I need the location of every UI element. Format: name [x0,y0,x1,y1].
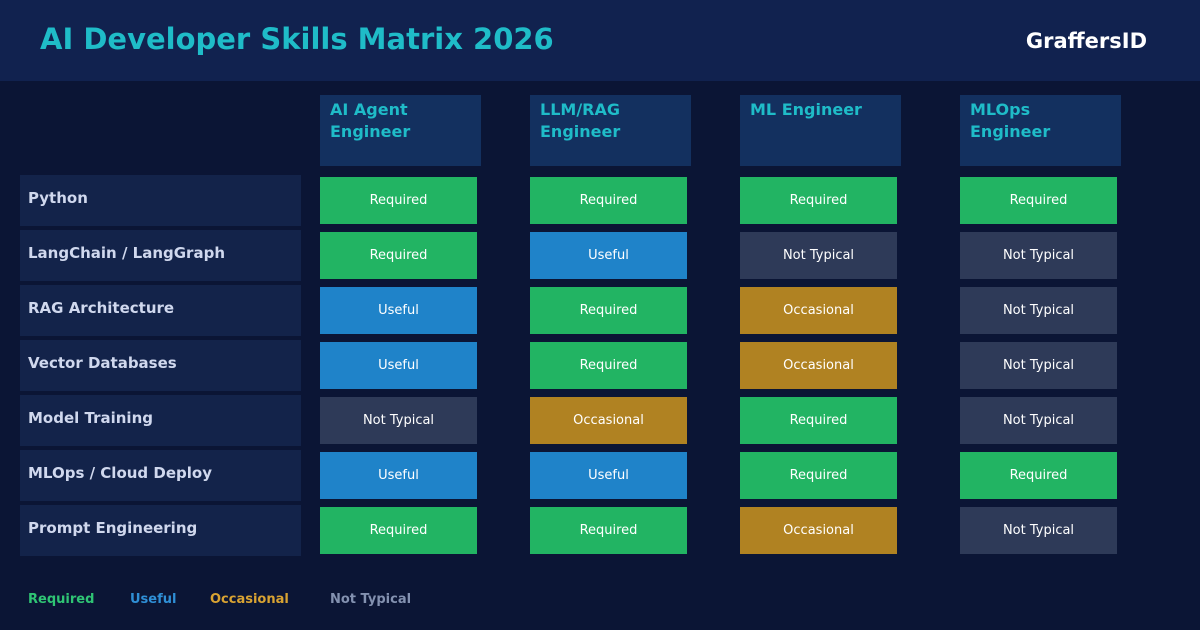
column-header: LLM/RAG Engineer [530,95,691,166]
row-label: Model Training [20,395,301,446]
skill-cell: Required [530,287,687,334]
skill-cell: Not Typical [960,397,1117,444]
skill-cell: Required [530,507,687,554]
skill-cell: Useful [530,232,687,279]
skill-cell: Not Typical [960,342,1117,389]
skill-cell: Required [320,232,477,279]
skill-cell: Occasional [530,397,687,444]
skill-cell: Useful [320,342,477,389]
row-label: LangChain / LangGraph [20,230,301,281]
row-label: Prompt Engineering [20,505,301,556]
skill-cell: Required [320,177,477,224]
row-label: Python [20,175,301,226]
skill-cell: Useful [530,452,687,499]
skill-cell: Occasional [740,507,897,554]
skill-cell: Required [740,177,897,224]
skill-cell: Not Typical [960,507,1117,554]
skill-cell: Occasional [740,287,897,334]
legend-item: Occasional [210,592,289,607]
column-header: AI Agent Engineer [320,95,481,166]
row-label: MLOps / Cloud Deploy [20,450,301,501]
legend-item: Not Typical [330,592,412,607]
skill-cell: Required [530,177,687,224]
skill-cell: Not Typical [960,232,1117,279]
title: AI Developer Skills Matrix 2026 [40,22,554,56]
skill-cell: Useful [320,452,477,499]
skill-cell: Required [740,397,897,444]
skill-cell: Required [960,452,1117,499]
column-header: MLOps Engineer [960,95,1121,166]
row-label: RAG Architecture [20,285,301,336]
skill-cell: Required [960,177,1117,224]
skill-cell: Required [320,507,477,554]
header-bar [0,0,1200,81]
skill-cell: Useful [320,287,477,334]
skill-cell: Occasional [740,342,897,389]
skill-cell: Not Typical [960,287,1117,334]
skill-cell: Not Typical [740,232,897,279]
column-header: ML Engineer [740,95,901,166]
legend-item: Required [28,592,95,607]
brand: GraffersID [1025,29,1147,53]
skill-cell: Required [530,342,687,389]
skill-cell: Not Typical [320,397,477,444]
skill-cell: Required [740,452,897,499]
legend-item: Useful [130,592,177,607]
row-label: Vector Databases [20,340,301,391]
